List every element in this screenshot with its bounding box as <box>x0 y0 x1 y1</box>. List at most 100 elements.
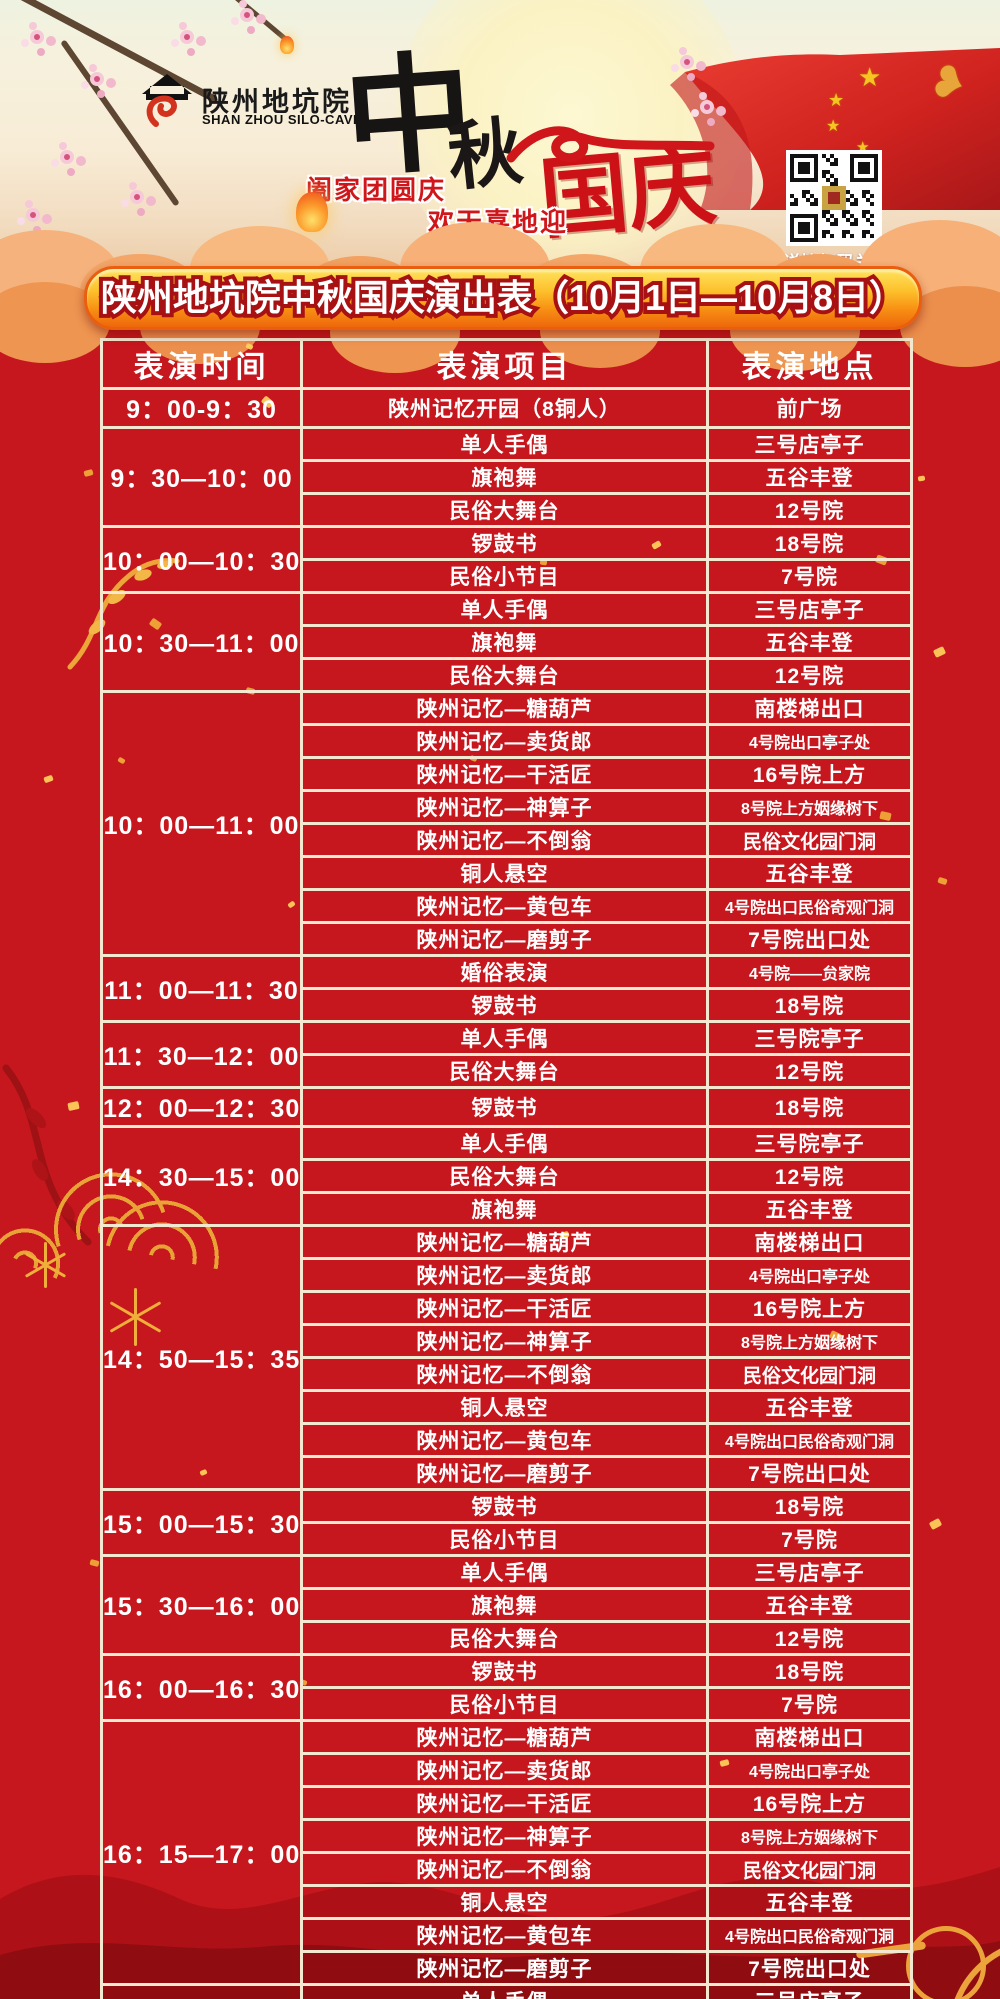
logo-name-en: SHAN ZHOU SILO-CAVE <box>202 112 363 127</box>
time-cell: 12：00—12：30 <box>100 1086 303 1128</box>
table-row: 10：30—11：00 单人手偶 三号店亭子 <box>100 591 913 693</box>
location-cell: 18号院 <box>706 987 913 1023</box>
location-cell: 三号院亭子 <box>706 1020 913 1056</box>
table-row: 9：30—10：00 单人手偶 三号店亭子 <box>100 426 913 528</box>
time-cell: 14：50—15：35 <box>100 1224 303 1491</box>
table-row: 陕州记忆—磨剪子 7号院出口处 <box>102 1950 913 1986</box>
item-cell: 旗袍舞 <box>300 1191 709 1227</box>
china-flag-graphic: ★ ★ ★ ★ ❥ <box>600 0 1000 210</box>
table-row: 14：30—15：00 单人手偶 三号院亭子 <box>100 1125 913 1227</box>
location-cell: 16号院上方 <box>706 756 913 792</box>
location-cell: 三号院亭子 <box>706 1125 913 1161</box>
location-cell: 7号院 <box>706 558 913 594</box>
location-cell: 五谷丰登 <box>706 459 913 495</box>
item-cell: 单人手偶 <box>300 426 709 462</box>
table-row: 铜人悬空 五谷丰登 <box>102 855 913 891</box>
time-cell: 15：00—15：30 <box>100 1488 303 1557</box>
location-cell: 前广场 <box>706 387 913 429</box>
table-row: 民俗大舞台 12号院 <box>102 1158 913 1194</box>
table-row: 旗袍舞 五谷丰登 <box>102 1587 913 1623</box>
item-cell: 民俗小节目 <box>300 1521 709 1557</box>
time-cell: 11：00—11：30 <box>100 954 303 1023</box>
table-row: 11：30—12：00 单人手偶 三号院亭子 <box>100 1020 913 1089</box>
time-cell: 16：00—16：30 <box>100 1653 303 1722</box>
item-cell: 民俗大舞台 <box>300 657 709 693</box>
table-row: 陕州记忆—黄包车 4号院出口民俗奇观门洞 <box>102 888 913 924</box>
table-row: 民俗小节目 7号院 <box>102 1521 913 1557</box>
item-cell: 铜人悬空 <box>300 855 709 891</box>
location-cell: 12号院 <box>706 1053 913 1089</box>
table-row: 旗袍舞 五谷丰登 <box>102 1191 913 1227</box>
time-cell: 15：30—16：00 <box>100 1554 303 1656</box>
item-cell: 锣鼓书 <box>300 987 709 1023</box>
table-row: 陕州记忆—黄包车 4号院出口民俗奇观门洞 <box>102 1422 913 1458</box>
blossom-flower <box>240 8 254 22</box>
item-cell: 陕州记忆—糖葫芦 <box>300 1224 709 1260</box>
location-cell: 民俗文化园门洞 <box>706 1356 913 1392</box>
location-cell: 五谷丰登 <box>706 1884 913 1920</box>
table-row: 陕州记忆—卖货郎 4号院出口亭子处 <box>102 1257 913 1293</box>
table-row: 陕州记忆—磨剪子 7号院出口处 <box>102 1455 913 1491</box>
table-row: 陕州记忆—卖货郎 4号院出口亭子处 <box>102 723 913 759</box>
table-row: 15：00—15：30 锣鼓书 18号院 <box>100 1488 913 1557</box>
location-cell: 4号院出口亭子处 <box>706 1257 913 1293</box>
location-cell: 18号院 <box>706 1086 913 1128</box>
gold-confetti <box>83 468 94 478</box>
item-cell: 陕州记忆—糖葫芦 <box>300 690 709 726</box>
table-row: 10：00—11：00 陕州记忆—糖葫芦 南楼梯出口 <box>100 690 913 957</box>
item-cell: 陕州记忆—卖货郎 <box>300 1752 709 1788</box>
location-cell: 五谷丰登 <box>706 624 913 660</box>
item-cell: 民俗大舞台 <box>300 1053 709 1089</box>
item-cell: 民俗大舞台 <box>300 1158 709 1194</box>
item-cell: 陕州记忆—不倒翁 <box>300 822 709 858</box>
table-row: 陕州记忆—不倒翁 民俗文化园门洞 <box>102 1851 913 1887</box>
table-row: 民俗大舞台 12号院 <box>102 1620 913 1656</box>
item-cell: 锣鼓书 <box>300 1086 709 1128</box>
silo-cave-logo: 陕州地坑院 SHAN ZHOU SILO-CAVE <box>138 72 468 142</box>
location-cell: 7号院出口处 <box>706 1455 913 1491</box>
location-cell: 南楼梯出口 <box>706 1719 913 1755</box>
table-row: 12：00—12：30 锣鼓书 18号院 <box>100 1086 913 1128</box>
item-cell: 陕州记忆—神算子 <box>300 789 709 825</box>
location-cell: 4号院出口民俗奇观门洞 <box>706 888 913 924</box>
gold-confetti <box>43 774 54 784</box>
flag-star-icon: ★ <box>826 118 841 135</box>
table-row: 陕州记忆—干活匠 16号院上方 <box>102 1785 913 1821</box>
table-row: 陕州记忆—神算子 8号院上方姻缘树下 <box>102 1818 913 1854</box>
time-cell: 14：30—15：00 <box>100 1125 303 1227</box>
location-cell: 南楼梯出口 <box>706 1224 913 1260</box>
location-cell: 4号院出口亭子处 <box>706 1752 913 1788</box>
item-cell: 锣鼓书 <box>300 1488 709 1524</box>
table-header-row: 表演时间 表演项目 表演地点 <box>100 338 913 390</box>
table-row: 陕州记忆—黄包车 4号院出口民俗奇观门洞 <box>102 1917 913 1953</box>
table-row: 民俗小节目 7号院 <box>102 558 913 594</box>
gold-confetti <box>932 646 947 658</box>
table-row: 旗袍舞 五谷丰登 <box>102 459 913 495</box>
schedule-table: 表演时间 表演项目 表演地点 9：00-9：30 陕州记忆开园（8铜人） 前广场 9：30… <box>100 338 913 1999</box>
table-row: 陕州记忆—磨剪子 7号院出口处 <box>102 921 913 957</box>
item-cell: 陕州记忆—干活匠 <box>300 1290 709 1326</box>
location-cell: 4号院出口民俗奇观门洞 <box>706 1917 913 1953</box>
gold-confetti <box>917 475 926 482</box>
location-cell: 南楼梯出口 <box>706 690 913 726</box>
item-cell: 陕州记忆—黄包车 <box>300 888 709 924</box>
table-row: 陕州记忆—不倒翁 民俗文化园门洞 <box>102 1356 913 1392</box>
silo-cave-logo-icon <box>142 74 192 127</box>
location-cell: 民俗文化园门洞 <box>706 822 913 858</box>
time-cell: 9：30—10：00 <box>100 426 303 528</box>
location-cell: 8号院上方姻缘树下 <box>706 1818 913 1854</box>
time-cell: 11：30—12：00 <box>100 1020 303 1089</box>
table-row: 16：00—16：30 锣鼓书 18号院 <box>100 1653 913 1722</box>
table-row: 铜人悬空 五谷丰登 <box>102 1884 913 1920</box>
item-cell: 旗袍舞 <box>300 459 709 495</box>
table-row: 陕州记忆—干活匠 16号院上方 <box>102 1290 913 1326</box>
item-cell: 旗袍舞 <box>300 1587 709 1623</box>
item-cell: 铜人悬空 <box>300 1389 709 1425</box>
time-cell: 9：00-9：30 <box>100 387 303 429</box>
sky-lantern-icon <box>280 36 294 54</box>
location-cell: 16号院上方 <box>706 1290 913 1326</box>
location-cell: 三号店亭子 <box>706 591 913 627</box>
item-cell: 单人手偶 <box>300 1020 709 1056</box>
